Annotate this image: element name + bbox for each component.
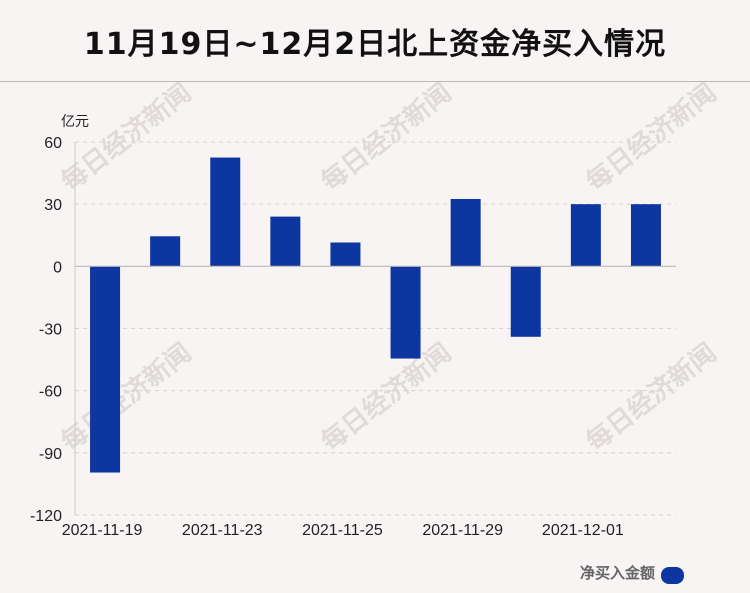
y-tick-label: -60 [39, 384, 62, 401]
y-tick-label: -90 [39, 446, 62, 463]
legend-swatch [661, 567, 684, 584]
y-tick-label: -120 [30, 508, 62, 525]
bar [330, 242, 361, 267]
x-tick-label: 2021-11-25 [302, 522, 383, 539]
chart-header: 11月19日~12月2日北上资金净买入情况 [0, 0, 750, 82]
bar [390, 266, 421, 359]
chart-title: 11月19日~12月2日北上资金净买入情况 [83, 26, 667, 62]
legend: 净买入金额 [580, 564, 684, 584]
watermark-text: 每日经济新闻 [55, 82, 197, 198]
y-tick-label: 0 [53, 259, 62, 276]
bar [450, 198, 481, 267]
legend-label: 净买入金额 [580, 564, 655, 582]
watermark-text: 每日经济新闻 [315, 337, 457, 457]
y-unit-label: 亿元 [61, 114, 89, 130]
bar [510, 266, 541, 337]
watermark-text: 每日经济新闻 [580, 82, 722, 198]
watermark-text: 每日经济新闻 [580, 337, 722, 457]
bar-series [90, 157, 661, 473]
chart-area: 每日经济新闻 每日经济新闻 每日经济新闻 每日经济新闻 每日经济新闻 每日经济新闻 60 3… [0, 82, 750, 593]
watermark-text: 每日经济新闻 [55, 337, 197, 457]
bar [90, 266, 121, 473]
bar [150, 236, 181, 267]
bar [630, 204, 661, 267]
x-tick-label: 2021-12-01 [542, 522, 624, 539]
bar [570, 204, 601, 267]
x-tick-label: 2021-11-23 [182, 522, 263, 539]
grid-lines [75, 141, 676, 516]
x-tick-label: 2021-11-19 [62, 522, 143, 539]
bar [210, 157, 241, 267]
y-tick-label: 60 [44, 135, 62, 152]
y-tick-label: -30 [39, 322, 62, 339]
bar [270, 216, 301, 267]
x-tick-label: 2021-11-29 [422, 522, 503, 539]
watermark-text: 每日经济新闻 [315, 82, 457, 198]
axes: 60 30 0 -30 -60 -90 -120 亿元 2021-11-19 2021-11-23… [30, 114, 676, 539]
y-tick-label: 30 [44, 197, 62, 214]
